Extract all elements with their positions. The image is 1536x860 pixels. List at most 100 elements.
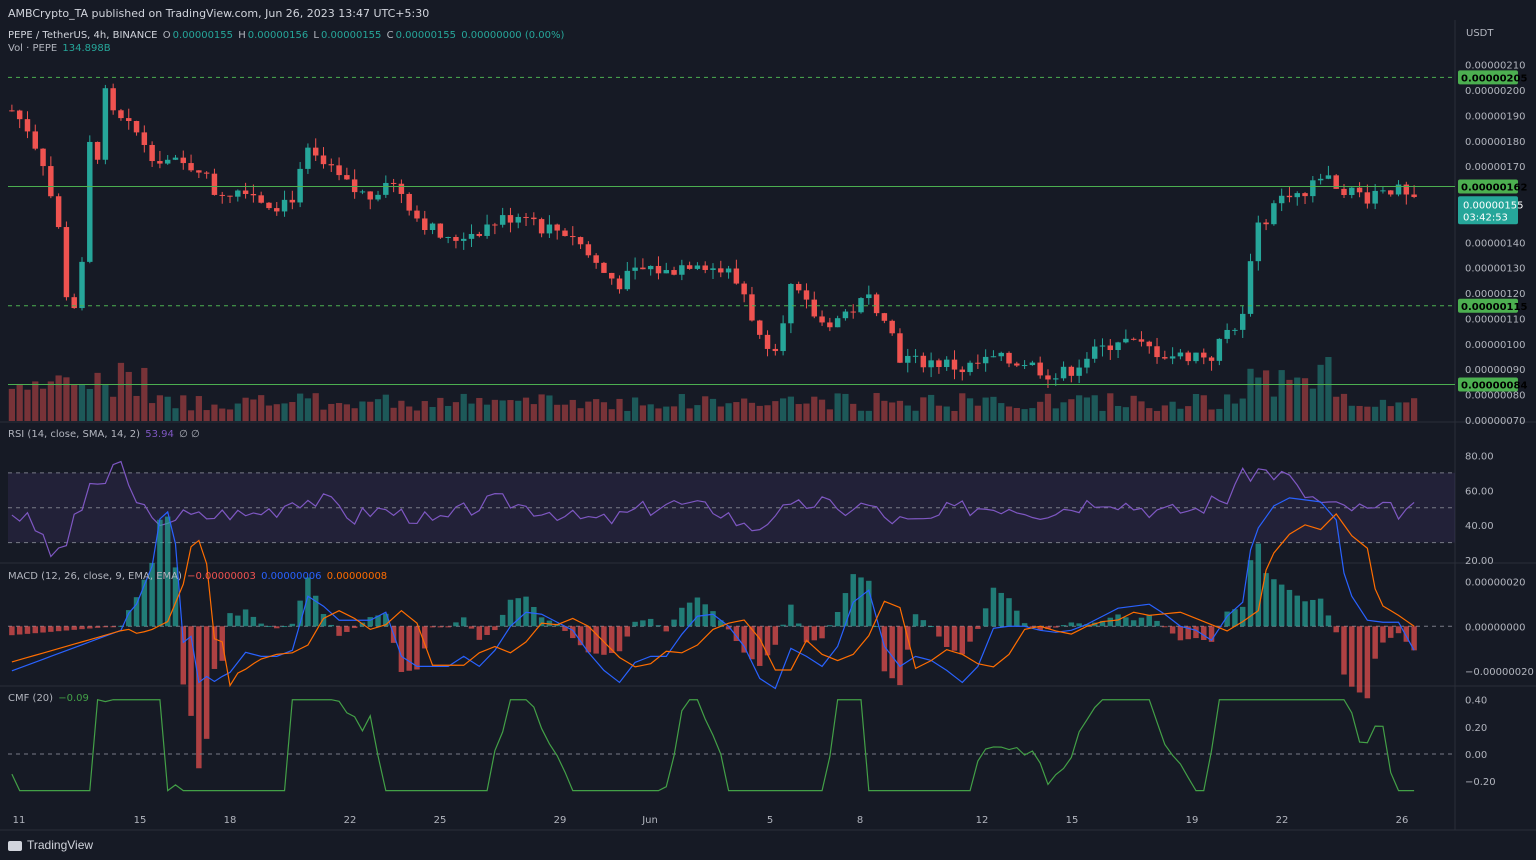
candle-body: [1263, 222, 1269, 225]
volume-bar: [1122, 407, 1129, 421]
macd-histogram-bar: [593, 626, 599, 654]
symbol-name[interactable]: PEPE / TetherUS, 4h, BINANCE: [8, 30, 158, 41]
candle-body: [87, 141, 93, 262]
volume-bar: [390, 407, 397, 421]
volume-bar: [1099, 410, 1106, 421]
macd-histogram-bar: [943, 626, 950, 648]
candle-body: [1380, 190, 1386, 192]
candle-body: [881, 313, 888, 321]
macd-histogram-bar: [1021, 623, 1028, 627]
volume-bar: [593, 399, 600, 421]
volume-bar: [515, 400, 522, 421]
macd-histogram-bar: [1185, 626, 1191, 640]
level-price-tag: [1458, 179, 1518, 194]
volume-bar: [663, 406, 670, 421]
candle-body: [398, 183, 405, 194]
volume-bar: [873, 393, 880, 421]
volume-bar: [1044, 393, 1052, 421]
volume-label[interactable]: Vol · PEPE: [8, 43, 58, 54]
volume-bar: [538, 394, 545, 421]
volume-bar: [156, 395, 164, 421]
candle-body: [803, 290, 810, 300]
macd-title[interactable]: MACD (12, 26, close, 9, EMA, EMA): [8, 571, 182, 582]
volume-bar: [507, 400, 514, 421]
volume-bar: [857, 410, 865, 421]
candle-body: [102, 88, 109, 160]
volume-bar: [966, 398, 974, 421]
candle-body: [1364, 192, 1371, 204]
publisher-line: AMBCrypto_TA published on TradingView.co…: [8, 7, 430, 20]
macd-histogram-bar: [40, 626, 46, 633]
macd-histogram-bar: [1076, 623, 1082, 627]
macd-histogram-bar: [1372, 626, 1378, 659]
candle-body: [1286, 195, 1293, 198]
macd-histogram-bar: [429, 626, 436, 628]
volume-bar: [304, 398, 312, 421]
volume-bar: [1146, 408, 1153, 421]
macd-histogram-bar: [375, 615, 381, 627]
candle-body: [1084, 358, 1090, 368]
tradingview-logo[interactable]: TradingView: [8, 838, 93, 852]
volume-bar: [577, 408, 584, 421]
time-tick-label: Jun: [641, 815, 658, 826]
candle-body: [531, 217, 537, 220]
candle-body: [1053, 378, 1059, 380]
candle-body: [725, 268, 732, 273]
volume-bar: [335, 403, 343, 421]
candle-body: [1388, 190, 1394, 195]
high-value: 0.00000156: [247, 30, 309, 41]
macd-tick-label: 0.00000000: [1465, 622, 1525, 633]
candle-body: [55, 196, 62, 228]
volume-bar: [172, 408, 179, 421]
volume-bar: [328, 403, 335, 421]
candle-body: [1325, 175, 1332, 179]
macd-histogram-bar: [126, 610, 132, 627]
macd-histogram-bar: [1169, 626, 1176, 634]
candle-body: [943, 359, 950, 368]
candle-body: [1232, 329, 1238, 331]
candle-body: [570, 236, 576, 238]
volume-bar: [554, 404, 561, 421]
macd-histogram-bar: [196, 626, 202, 769]
volume-bar: [1060, 402, 1067, 421]
cmf-title[interactable]: CMF (20): [8, 693, 54, 704]
volume-bar: [694, 405, 701, 421]
cmf-line: [11, 698, 1415, 792]
candle-body: [476, 233, 483, 236]
candle-body: [1068, 366, 1075, 376]
candle-body: [975, 362, 981, 364]
macd-histogram-bar: [1208, 626, 1215, 642]
currency-label: USDT: [1466, 28, 1494, 39]
volume-bar: [1052, 408, 1059, 421]
level-price-label: 0.00000205: [1461, 73, 1527, 84]
volume-bar: [1278, 370, 1285, 421]
rsi-title[interactable]: RSI (14, close, SMA, 14, 2): [8, 429, 141, 440]
candle-body: [624, 270, 631, 290]
macd-histogram-bar: [172, 567, 179, 627]
candle-body: [250, 193, 257, 196]
macd-histogram-bar: [967, 626, 973, 642]
macd-histogram-bar: [305, 577, 311, 627]
volume-bar: [811, 396, 818, 421]
macd-histogram-bar: [873, 626, 880, 628]
candle-body: [211, 173, 218, 195]
volume-bar: [709, 398, 717, 421]
candle-body: [281, 199, 288, 212]
level-price-label: 0.00000115: [1461, 302, 1527, 313]
macd-histogram-bar: [780, 624, 786, 627]
macd-histogram-bar: [110, 626, 116, 628]
candle-body: [1154, 346, 1160, 358]
volume-bar: [1005, 406, 1013, 421]
rsi-extra: ∅ ∅: [179, 429, 200, 440]
macd-signal-line: [11, 512, 1415, 688]
candle-body: [1045, 375, 1051, 380]
macd-histogram-bar: [48, 626, 54, 632]
candle-body: [289, 199, 296, 203]
volume-bar: [1372, 406, 1379, 421]
level-price-tag: [1458, 70, 1518, 85]
macd-histogram-bar: [1193, 626, 1199, 639]
volume-bar: [896, 400, 904, 421]
time-tick-label: 26: [1396, 815, 1409, 826]
candle-body: [375, 194, 381, 200]
